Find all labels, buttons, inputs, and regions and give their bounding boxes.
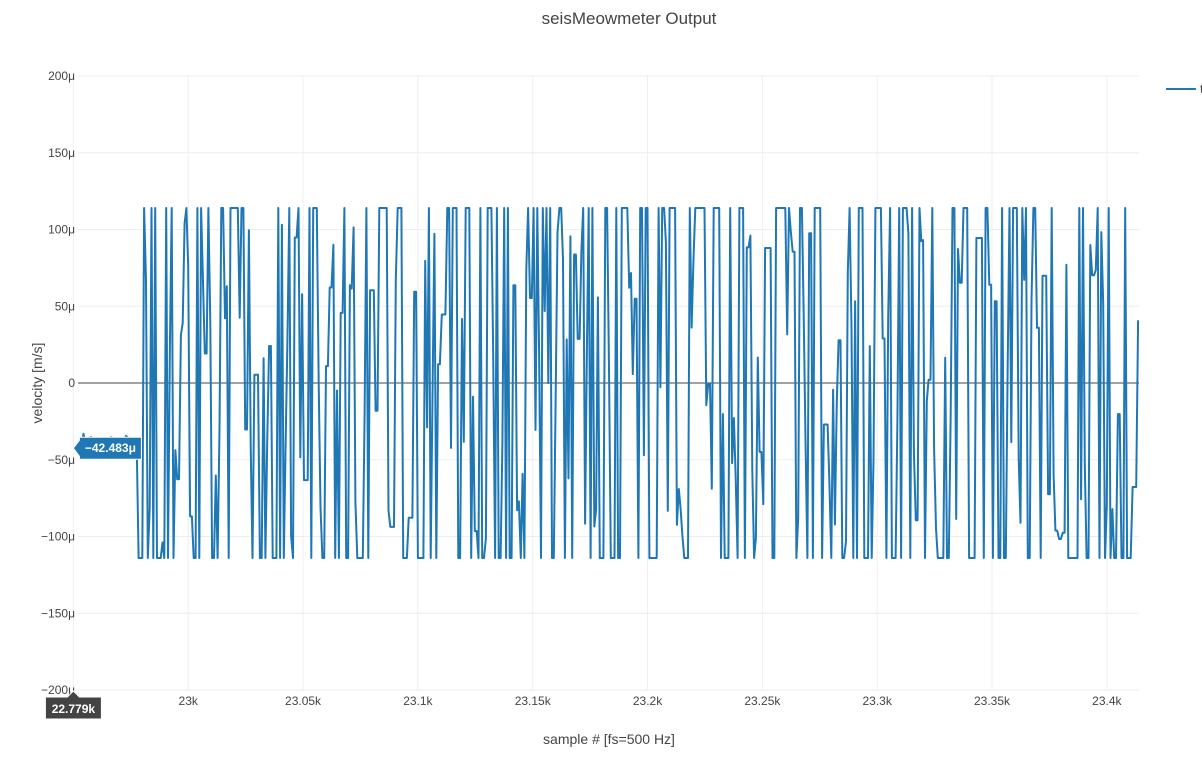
x-tick-label: 23.35k [974,694,1011,708]
series-line-t[interactable] [77,207,1140,559]
x-tick-label: 23.4k [1092,694,1122,708]
x-axis-title: sample # [fs=500 Hz] [543,731,675,747]
y-tick-label: −100μ [41,530,75,544]
x-tick-label: 23.2k [633,694,663,708]
hover-x-value: 22.779k [52,702,96,716]
legend-label: t [1200,82,1202,96]
hover-y-label: −42.483μ [72,436,142,460]
y-tick-label: 50μ [55,299,75,313]
y-tick-label: 0 [68,376,75,390]
y-tick-label: −200μ [41,683,75,697]
y-tick-label: −50μ [48,453,75,467]
hover-y-value: −42.483μ [85,441,136,455]
hover-x-label: 22.779k [44,690,102,720]
x-tick-label: 23.1k [403,694,433,708]
hover-tooltip: −42.483μ 22.779k [44,436,142,720]
chart-title: seisMeowmeter Output [542,9,717,28]
x-tick-label: 23k [179,694,199,708]
y-tick-label: −150μ [41,606,75,620]
x-tick-label: 23.15k [515,694,552,708]
y-axis-title: velocity [m/s] [29,343,45,424]
x-axis-ticks: 23k 23.05k 23.1k 23.15k 23.2k 23.25k 23.3k 23.3… [179,694,1123,708]
x-tick-label: 23.05k [285,694,322,708]
y-tick-label: 150μ [48,146,75,160]
y-tick-label: 200μ [48,69,75,83]
series-layer [77,207,1140,559]
x-tick-label: 23.3k [863,694,893,708]
y-tick-label: 100μ [48,223,75,237]
legend[interactable]: t [1166,82,1202,96]
y-axis-ticks: 200μ 150μ 100μ 50μ 0 −50μ −100μ −150μ −200μ [41,69,75,697]
x-tick-label: 23.25k [744,694,781,708]
